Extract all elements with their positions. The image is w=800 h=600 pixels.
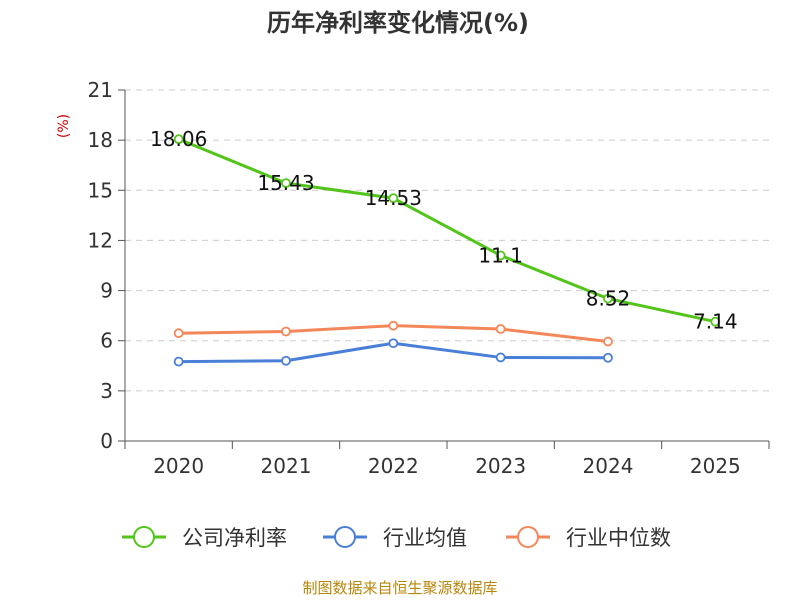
legend-swatch-marker	[334, 526, 356, 548]
x-tick-label: 2024	[583, 454, 634, 478]
y-tick-label: 0	[100, 429, 113, 453]
data-point	[173, 134, 184, 145]
data-point	[388, 320, 399, 331]
data-point	[603, 352, 613, 363]
data-point	[603, 336, 613, 347]
data-point	[495, 352, 506, 363]
data-label: 18.06	[150, 127, 207, 151]
data-point	[495, 250, 506, 261]
data-point	[603, 293, 613, 304]
y-axis-unit: (%)	[56, 114, 72, 138]
legend-label: 行业中位数	[566, 526, 671, 550]
data-label: 14.53	[365, 186, 422, 210]
y-tick-label: 12	[88, 228, 113, 252]
legend-label: 行业均值	[383, 526, 467, 550]
data-label: 7.14	[693, 310, 738, 334]
data-point	[388, 338, 399, 349]
x-tick-label: 2021	[261, 454, 312, 478]
legend: 公司净利率 行业均值 行业中位数	[122, 526, 671, 550]
x-tick-label: 2023	[475, 454, 526, 478]
chart-title: 历年净利率变化情况(%)	[267, 9, 529, 37]
data-label: 11.1	[478, 243, 523, 267]
data-point	[495, 324, 506, 334]
x-tick-label: 2025	[690, 454, 741, 478]
source-note: 制图数据来自恒生聚源数据库	[302, 579, 497, 597]
series-line	[178, 137, 716, 324]
y-tick-label: 18	[88, 128, 113, 152]
grid-lines	[125, 89, 769, 392]
y-tick-labels: 0 3 6 9 12 15 18 21	[88, 78, 113, 453]
series-lines	[173, 134, 721, 367]
data-point	[173, 356, 184, 367]
x-tick-labels: 2020 2021 2022 2023 2024 2025	[153, 454, 741, 478]
data-label: 8.52	[586, 287, 631, 311]
data-point	[173, 328, 184, 339]
data-label: 15.43	[257, 171, 314, 195]
x-tick-label: 2020	[153, 454, 204, 478]
legend-label: 公司净利率	[182, 526, 287, 550]
y-tick-label: 9	[100, 279, 113, 303]
legend-swatch-marker	[133, 526, 155, 548]
y-tick-label: 21	[88, 78, 113, 102]
axes	[118, 89, 770, 449]
y-tick-label: 6	[100, 329, 113, 353]
data-point	[710, 316, 721, 327]
data-point	[281, 326, 291, 337]
data-point	[281, 178, 291, 188]
data-point	[281, 355, 291, 366]
y-tick-label: 3	[100, 379, 113, 403]
legend-swatch-marker	[517, 526, 539, 548]
data-point	[388, 193, 399, 204]
y-tick-label: 15	[88, 178, 113, 202]
x-tick-label: 2022	[368, 454, 419, 478]
data-labels: 18.06 15.43 14.53 11.1 8.52 7.14	[150, 127, 738, 334]
